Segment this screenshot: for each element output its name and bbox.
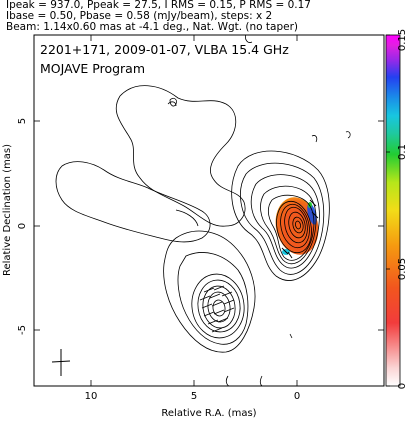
- core-contour-10: [292, 216, 304, 234]
- jet-contour-3: [202, 285, 236, 329]
- core-contour-9: [288, 211, 306, 239]
- header-line-1: Ipeak = 937.0, Ppeak = 27.5, I RMS = 0.1…: [6, 0, 311, 11]
- contour-layer: [51, 35, 351, 386]
- core-contour-4: [260, 185, 317, 265]
- colorbar-tick-label-015: 0.15: [397, 29, 408, 51]
- core-contour-7: [280, 203, 310, 249]
- jet-contour-2: [197, 279, 241, 333]
- axis-ticks: [34, 35, 384, 386]
- evpa-ticks: [199, 285, 235, 333]
- y-tick-label-0: 0: [17, 223, 28, 229]
- colorbar: [385, 34, 401, 387]
- core-hot-edge: [307, 203, 317, 225]
- small-feature-4: [225, 375, 232, 386]
- colorbar-tick-label-005: 0.05: [397, 258, 408, 280]
- y-axis-label: Relative Declination (mas): [2, 144, 13, 276]
- north-lobe-notch: [167, 101, 177, 107]
- west-region-inner: [175, 209, 199, 227]
- y-tick-label-neg5: -5: [17, 325, 28, 335]
- beam-marker: [51, 349, 71, 376]
- core-contour-11: [295, 220, 301, 230]
- core-contour-6: [276, 200, 312, 254]
- x-tick-label-5: 5: [191, 391, 197, 402]
- small-feature-2: [311, 135, 318, 143]
- chart-title: 2201+171, 2009-01-07, VLBA 15.4 GHz: [40, 42, 289, 57]
- small-feature-3: [345, 131, 351, 139]
- jet-outer-contour-2: [177, 252, 249, 345]
- plot-frame: [33, 34, 385, 387]
- jet-contour-4: [207, 291, 231, 323]
- chart-subtitle: MOJAVE Program: [40, 61, 145, 76]
- core-contour-5: [268, 194, 315, 261]
- colorbar-tick-label-0: 0: [397, 383, 408, 389]
- colorbar-ticks: [386, 34, 390, 387]
- small-feature-7: [169, 97, 177, 107]
- core-evpa-ticks: [281, 199, 319, 259]
- x-tick-label-10: 10: [85, 391, 98, 402]
- contour-lines: [55, 35, 351, 386]
- small-feature-1: [245, 35, 253, 43]
- header-line-3: Beam: 1.14x0.60 mas at -4.1 deg., Nat. W…: [6, 21, 299, 33]
- x-axis-label: Relative R.A. (mas): [161, 408, 256, 419]
- colorbar-tick-label-01: 0.1: [397, 144, 408, 160]
- header-line-2: Ibase = 0.50, Pbase = 0.58 (mJy/beam), s…: [6, 10, 273, 22]
- core-contour-8: [284, 206, 308, 244]
- west-region-contour: [55, 161, 211, 243]
- core-contour-1: [231, 150, 330, 281]
- core-contour-3: [250, 174, 320, 269]
- north-lobe-contour: [115, 85, 246, 227]
- small-feature-6: [289, 333, 293, 339]
- jet-contour-5: [212, 299, 226, 317]
- x-tick-label-0: 0: [294, 391, 300, 402]
- core-contour-2: [240, 162, 325, 275]
- core-hot-edge-3: [308, 202, 312, 208]
- jet-contour-1: [191, 273, 245, 339]
- y-tick-label-5: 5: [17, 118, 28, 124]
- small-feature-5: [259, 375, 266, 386]
- jet-outer-contour-1: [163, 230, 256, 353]
